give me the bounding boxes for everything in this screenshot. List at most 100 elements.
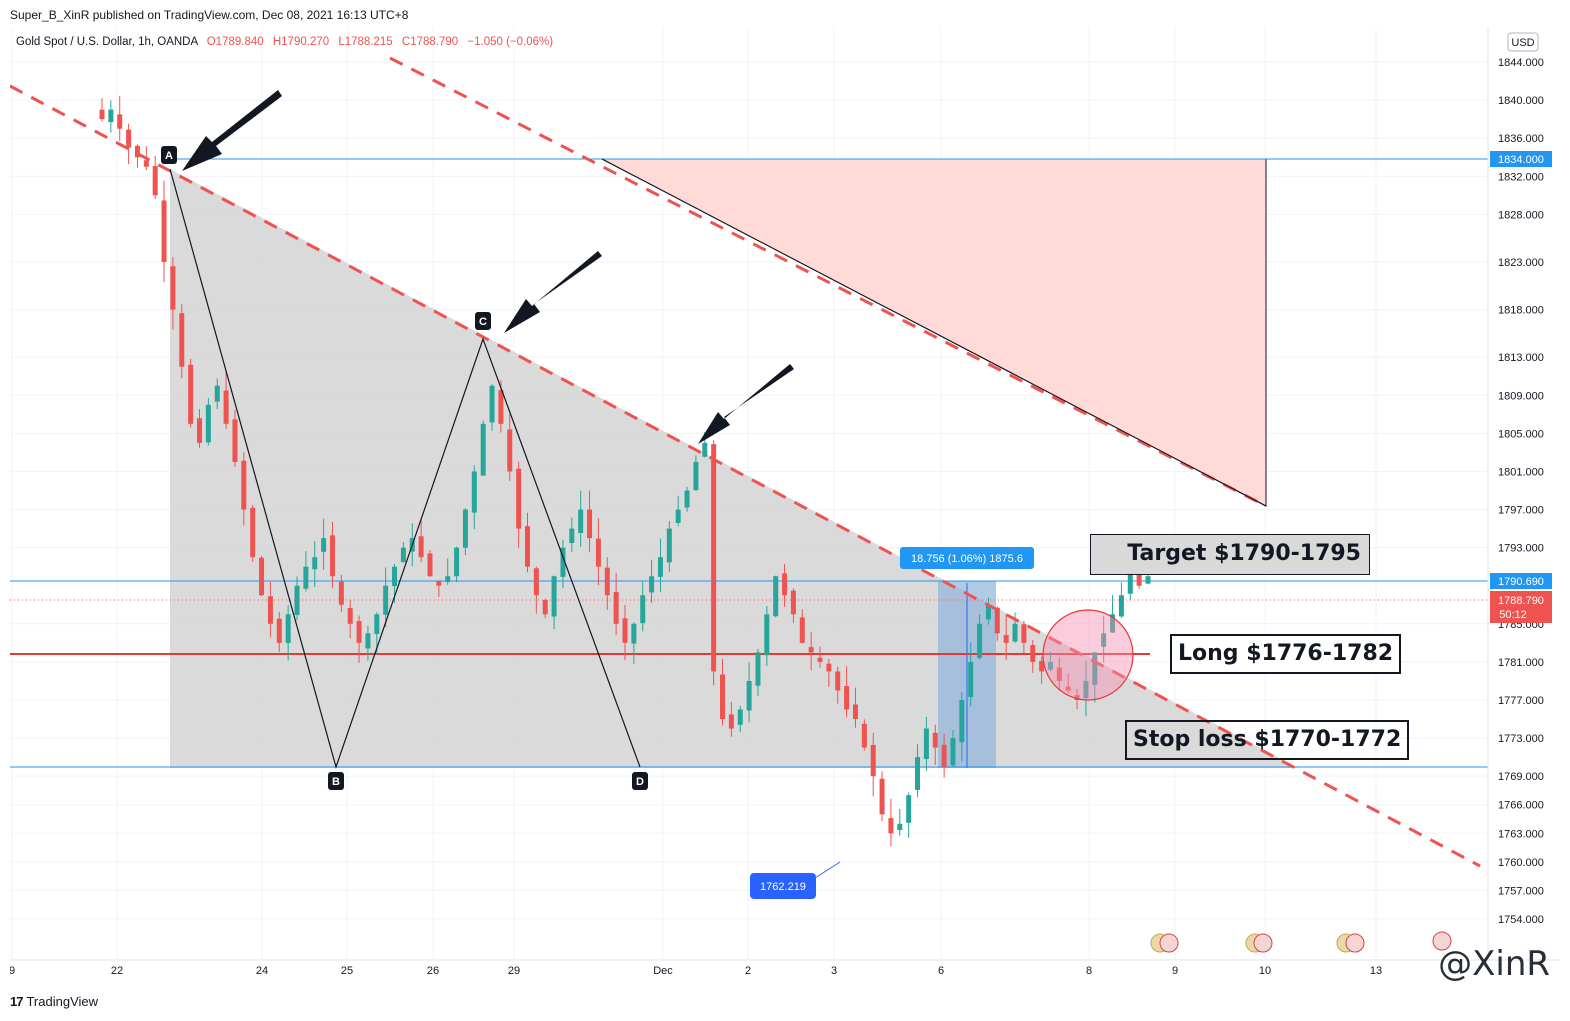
candle-body: [799, 617, 805, 643]
svg-text:Gold Spot / U.S. Dollar, 1h, O: Gold Spot / U.S. Dollar, 1h, OANDA O1789…: [16, 36, 553, 48]
candle-body: [1030, 645, 1036, 662]
candle-body: [1003, 635, 1009, 643]
svg-text:50:12: 50:12: [1499, 609, 1527, 621]
candle-body: [977, 623, 983, 658]
candle-body: [870, 745, 876, 777]
x-tick-label: Dec: [653, 965, 673, 977]
ohlc-close: C1788.790: [402, 36, 458, 48]
candle-body: [197, 418, 203, 443]
trendline-upper-thin: [601, 158, 1267, 507]
candle-body: [516, 468, 522, 529]
x-tick-label: 3: [831, 965, 837, 977]
svg-text:D: D: [636, 776, 644, 788]
price-flag-1790: 1790.690: [1490, 573, 1552, 589]
candle-body: [941, 744, 947, 767]
x-tick-label: 2: [745, 965, 751, 977]
candle-body: [702, 442, 708, 457]
svg-text:1834.000: 1834.000: [1498, 154, 1544, 166]
candle-body: [985, 604, 991, 620]
candle-body: [906, 795, 912, 823]
y-tick-label: 1840.000: [1498, 95, 1544, 107]
svg-text:C: C: [479, 316, 487, 328]
candle-body: [835, 671, 841, 691]
candle-body: [631, 623, 637, 644]
candle-body: [179, 313, 185, 367]
candle-body: [223, 390, 229, 424]
candle-body: [684, 490, 690, 508]
x-tick-label: 26: [427, 965, 439, 977]
x-tick-label: 9: [10, 965, 15, 977]
tradingview-logo[interactable]: 17 TradingView: [10, 994, 98, 1009]
candle-body: [143, 160, 149, 167]
ohlc-change: −1.050 (−0.06%): [467, 36, 553, 48]
trendline-lower: [10, 84, 1481, 868]
x-tick-label: 9: [1172, 965, 1178, 977]
candle-body: [454, 547, 460, 577]
candle-body: [551, 576, 557, 617]
candle-body: [1056, 667, 1062, 681]
candle-body: [329, 535, 335, 577]
economic-event-icons[interactable]: [1150, 931, 1452, 953]
candle-body: [888, 818, 894, 834]
candle-body: [746, 680, 752, 711]
stop-loss-note: Stop loss $1770-1772: [1125, 720, 1410, 760]
target-note: Target $1790-1795: [1090, 534, 1370, 575]
breakout-highlight: [1042, 609, 1134, 701]
candle-body: [471, 471, 477, 513]
current-price-flag: 1788.790 50:12: [1490, 591, 1552, 623]
candle-body: [436, 580, 442, 586]
candle-body: [445, 576, 451, 582]
price-chart[interactable]: A B C D 18.756 (1.06%) 1875.6 1762.219 1…: [10, 28, 1560, 988]
time-axis[interactable]: 9 22 24 25 26 29 Dec 2 3 6 8 9 10 13: [10, 965, 1382, 977]
candle-body: [666, 528, 672, 563]
candle-body: [524, 526, 530, 567]
candle-body: [994, 607, 1000, 634]
candle-body: [1012, 623, 1018, 642]
x-tick-label: 10: [1259, 965, 1271, 977]
candle-body: [285, 614, 291, 643]
candle-body: [773, 576, 779, 617]
candle-body: [959, 699, 965, 743]
y-tick-label: 1828.000: [1498, 209, 1544, 221]
brand-name: TradingView: [26, 994, 99, 1009]
candle-body: [1092, 652, 1098, 685]
point-label-b: B: [328, 772, 344, 790]
candle-body: [728, 714, 734, 729]
candle-body: [507, 429, 513, 472]
y-tick-label: 1793.000: [1498, 543, 1544, 555]
candle-body: [595, 538, 601, 567]
x-tick-label: 29: [508, 965, 520, 977]
arrow-icon: [504, 251, 602, 333]
currency-button[interactable]: USD: [1507, 32, 1539, 52]
y-tick-label: 1797.000: [1498, 505, 1544, 517]
candle-body: [604, 567, 610, 596]
candle-body: [932, 732, 938, 748]
candle-body: [587, 509, 593, 539]
candle-body: [915, 757, 921, 790]
candle-body: [755, 652, 761, 686]
point-label-c: C: [475, 312, 491, 330]
ohlc-low: L1788.215: [338, 36, 392, 48]
chart-area[interactable]: A B C D 18.756 (1.06%) 1875.6 1762.219 1…: [10, 28, 1560, 988]
candle-body: [498, 390, 504, 424]
candle-body: [622, 618, 628, 643]
price-axis[interactable]: 1844.000 1840.000 1836.000 1832.000 1828.000…: [1498, 57, 1544, 926]
candle-body: [1110, 614, 1116, 633]
x-tick-label: 8: [1086, 965, 1092, 977]
symbol-legend: Gold Spot / U.S. Dollar, 1h, OANDA O1789…: [12, 32, 567, 50]
point-label-d: D: [632, 772, 648, 790]
y-tick-label: 1818.000: [1498, 305, 1544, 317]
arrow-icon: [698, 364, 794, 444]
x-tick-label: 13: [1370, 965, 1382, 977]
candle-body: [1039, 661, 1045, 672]
arrow-icon: [182, 90, 282, 171]
candle-body: [267, 596, 273, 624]
candle-body: [480, 423, 486, 476]
candle-body: [108, 109, 114, 123]
point-label-a: A: [161, 146, 177, 164]
y-tick-label: 1773.000: [1498, 733, 1544, 745]
y-tick-label: 1781.000: [1498, 657, 1544, 669]
y-tick-label: 1777.000: [1498, 695, 1544, 707]
candles: [99, 96, 1151, 847]
svg-text:1790.690: 1790.690: [1498, 576, 1544, 588]
